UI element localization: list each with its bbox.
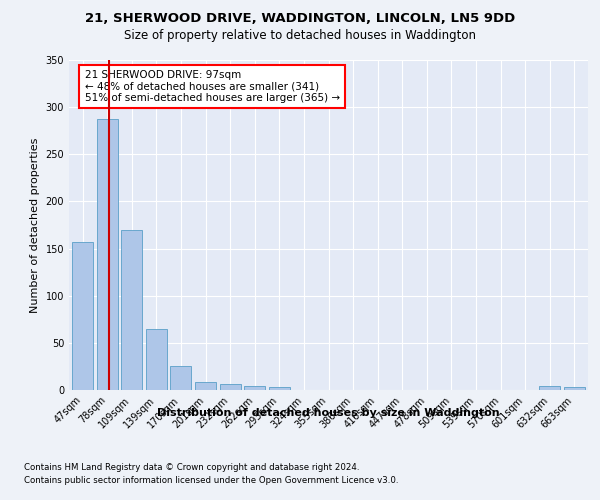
- Bar: [539, 386, 560, 390]
- Text: Size of property relative to detached houses in Waddington: Size of property relative to detached ho…: [124, 29, 476, 42]
- Bar: [269, 387, 290, 390]
- Text: 21 SHERWOOD DRIVE: 97sqm
← 48% of detached houses are smaller (341)
51% of semi-: 21 SHERWOOD DRIVE: 97sqm ← 48% of detach…: [85, 70, 340, 103]
- Bar: [195, 382, 216, 390]
- Text: Distribution of detached houses by size in Waddington: Distribution of detached houses by size …: [157, 408, 500, 418]
- Bar: [146, 328, 167, 390]
- Bar: [220, 384, 241, 390]
- Bar: [72, 242, 93, 390]
- Text: Contains HM Land Registry data © Crown copyright and database right 2024.: Contains HM Land Registry data © Crown c…: [24, 462, 359, 471]
- Y-axis label: Number of detached properties: Number of detached properties: [30, 138, 40, 312]
- Bar: [170, 366, 191, 390]
- Text: Contains public sector information licensed under the Open Government Licence v3: Contains public sector information licen…: [24, 476, 398, 485]
- Text: 21, SHERWOOD DRIVE, WADDINGTON, LINCOLN, LN5 9DD: 21, SHERWOOD DRIVE, WADDINGTON, LINCOLN,…: [85, 12, 515, 26]
- Bar: [564, 387, 585, 390]
- Bar: [121, 230, 142, 390]
- Bar: [244, 386, 265, 390]
- Bar: [97, 120, 118, 390]
